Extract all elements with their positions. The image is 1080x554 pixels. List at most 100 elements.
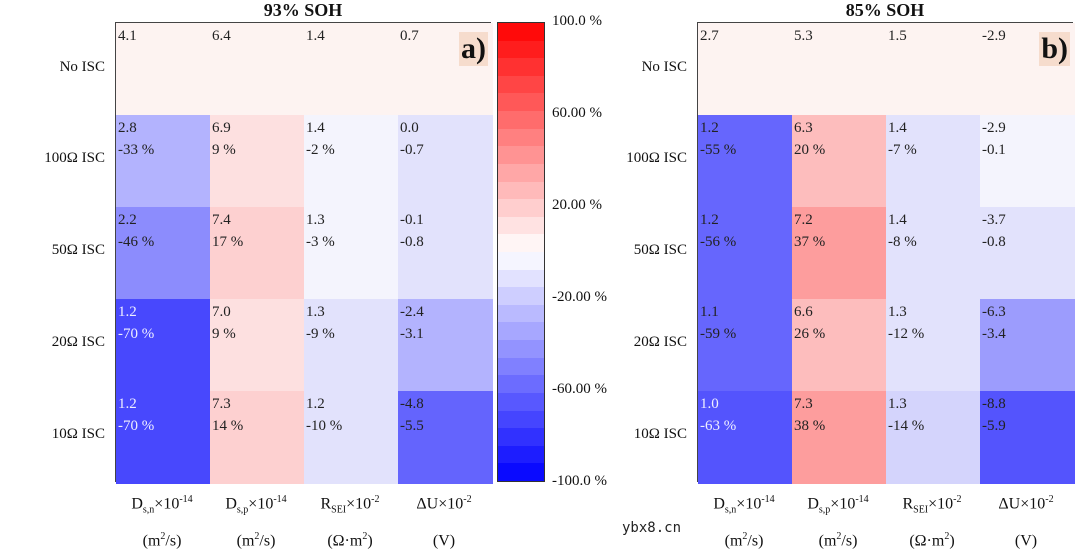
cell-change: -5.5 [400,418,424,434]
col-symbol: D [131,495,143,513]
cell-change: -33 % [118,142,155,158]
column-label: Ds,n×10-14 (m2/s) [697,487,791,554]
cell-change: -70 % [118,418,155,434]
colorbar-band [498,392,544,412]
colorbar-band [498,75,544,94]
cell-value: -2.9 [982,120,1006,136]
heatmap-cell: -6.3 -3.4 [980,299,1075,392]
cell-value: -6.3 [982,304,1006,320]
colorbar-band [498,23,544,42]
cell-value: 7.4 [212,212,231,228]
cell-change: -63 % [700,418,737,434]
cell-value: 1.3 [306,212,325,228]
cell-change: 17 % [212,234,244,250]
colorbar-band [498,375,544,394]
panel-label: a) [459,32,488,66]
colorbar-band [498,163,544,183]
column-label: ΔU×10-2 (V) [979,487,1073,554]
cell-value: 5.3 [794,28,813,44]
cell-value: 2.2 [118,212,137,228]
col-exponent: -2 [371,494,380,505]
cell-value: 6.9 [212,120,231,136]
cell-value: 1.0 [700,396,719,412]
cell-value: 0.0 [400,120,419,136]
heatmap-cell: 7.3 38 % [792,391,887,484]
col-subscript: SEI [331,504,347,516]
panel-label: b) [1039,32,1070,66]
col-unit: (m [818,531,837,549]
cell-change: 26 % [794,326,826,342]
col-unit: (Ω·m [909,531,945,549]
heatmap-cell: 2.8 -33 % [116,115,211,208]
col-symbol: D [713,495,725,513]
cell-value: 1.3 [306,304,325,320]
col-multiplier: ×10 [736,495,762,513]
heatmap-cell: 7.4 17 % [210,207,305,300]
heatmap-cell: 4.1 [116,23,211,116]
col-unit-end: /s) [841,531,858,549]
row-label: 100Ω ISC [44,150,105,166]
colorbar-band [498,128,544,147]
col-unit: (Ω·m [327,531,363,549]
col-exponent: -14 [179,494,193,505]
heatmap-cell: 1.2 -70 % [116,391,211,484]
col-multiplier: ×10 [928,495,954,513]
col-unit-exp: 2 [742,530,748,542]
row-label: 10Ω ISC [633,426,687,442]
cell-value: 1.1 [700,304,719,320]
cell-value: -3.7 [982,212,1006,228]
row-label: No ISC [59,59,105,75]
heatmap-cell: 1.2 -56 % [698,207,793,300]
colorbar-band [498,304,544,323]
col-unit: (m [142,531,161,549]
heatmap-cell: 7.2 37 % [792,207,887,300]
cell-change: -5.9 [982,418,1006,434]
column-label: RSEI×10-2 (Ω·m2) [885,487,979,554]
cell-change: -12 % [888,326,925,342]
col-exponent: -2 [1045,494,1054,505]
colorbar-band [498,216,544,235]
colorbar-band [498,58,544,77]
cell-value: 1.2 [700,120,719,136]
cell-change: 14 % [212,418,244,434]
heatmap-cell: 1.5 [886,23,981,116]
heatmap-cell: 1.4 -8 % [886,207,981,300]
cell-value: 0.7 [400,28,419,44]
colorbar-band [498,428,544,447]
chart-title: 93% SOH [263,0,343,20]
col-unit: (V) [1014,531,1038,549]
col-multiplier: ×10 [1020,495,1046,513]
cell-value: -2.9 [982,28,1006,44]
col-unit-exp: 2 [944,530,950,542]
col-unit-exp: 2 [254,530,260,542]
col-unit-exp: 2 [836,530,842,542]
colorbar-band [498,287,544,306]
heatmap-cell: 1.4 -7 % [886,115,981,208]
colorbar-band [498,463,544,482]
colorbar-tick-label: -100.0 % [552,473,607,489]
colorbar-band [498,199,544,218]
cell-value: 1.3 [888,304,907,320]
col-multiplier: ×10 [830,495,856,513]
cell-value: 1.2 [118,396,137,412]
cell-value: 6.3 [794,120,813,136]
cell-change: -55 % [700,142,737,158]
cell-change: -14 % [888,418,925,434]
cell-value: 1.5 [888,28,907,44]
col-subscript: s,n [142,504,155,516]
cell-value: 7.3 [794,396,813,412]
cell-change: -3.1 [400,326,424,342]
column-label: Ds,p×10-14 (m2/s) [791,487,885,554]
colorbar-tick-label: 20.00 % [552,197,602,213]
heatmap-cell: 1.3 -12 % [886,299,981,392]
col-unit: (V) [432,531,456,549]
heatmap-cell: 1.3 -9 % [304,299,399,392]
cell-change: 9 % [212,142,236,158]
chart-title: 85% SOH [845,0,925,20]
cell-change: -3.4 [982,326,1006,342]
col-unit-end: /s) [259,531,276,549]
cell-change: -70 % [118,326,155,342]
heatmap-cell: 1.2 -10 % [304,391,399,484]
row-label: 100Ω ISC [626,150,687,166]
cell-value: 7.3 [212,396,231,412]
